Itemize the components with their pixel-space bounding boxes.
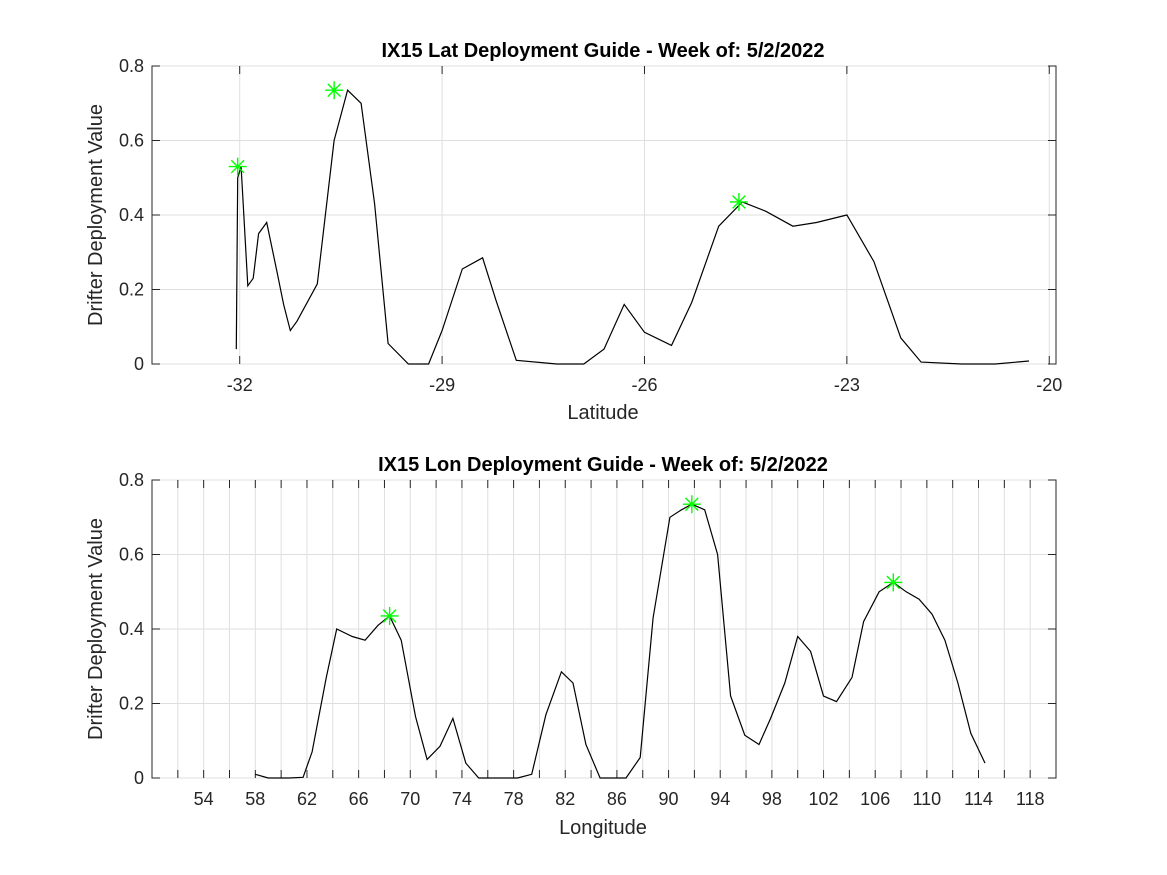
peak-marker-stroke	[684, 497, 699, 512]
x-tick-label: 106	[860, 789, 890, 809]
x-tick-label: 102	[809, 789, 839, 809]
lat-deployment-chart: IX15 Lat Deployment Guide - Week of: 5/2…	[85, 40, 1062, 424]
peak-marker-stroke	[732, 195, 746, 209]
x-tick-label: 114	[964, 789, 993, 809]
y-tick-label: 0.4	[119, 619, 144, 639]
series-line	[255, 503, 986, 779]
peak-marker-stroke	[382, 609, 397, 623]
x-tick-label: 98	[762, 789, 782, 809]
y-tick-label: 0.8	[119, 56, 144, 76]
grid-lines	[152, 479, 1056, 779]
chart-title: IX15 Lon Deployment Guide - Week of: 5/2…	[378, 454, 828, 476]
x-tick-labels: 54 58 62 66 70 74 78 82 86 90 94 98 102 106 110 114 118	[194, 789, 1045, 809]
x-tick-label: 66	[349, 789, 369, 809]
tick-marks	[152, 65, 1056, 365]
x-tick-label: -23	[834, 375, 860, 395]
x-tick-label: 86	[607, 789, 627, 809]
grid-lines	[152, 65, 1056, 365]
peak-marker	[884, 573, 903, 592]
y-tick-label: 0.2	[119, 694, 144, 714]
peak-marker	[325, 81, 344, 100]
x-tick-label: -32	[227, 375, 253, 395]
peak-markers	[380, 495, 903, 625]
y-tick-label: 0.8	[119, 470, 144, 490]
x-tick-label: 70	[400, 789, 420, 809]
y-tick-label: 0.4	[119, 205, 144, 225]
x-tick-label: 62	[297, 789, 317, 809]
series-group	[255, 503, 986, 779]
series-line	[235, 89, 1030, 365]
peak-marker-stroke	[327, 83, 342, 98]
peak-marker	[228, 157, 247, 176]
x-tick-label: 118	[1016, 789, 1045, 809]
x-tick-label: 82	[555, 789, 575, 809]
y-axis-label: Drifter Deployment Value	[85, 518, 107, 740]
x-tick-label: 78	[504, 789, 524, 809]
x-axis-label: Longitude	[559, 817, 647, 839]
y-tick-label: 0.6	[119, 545, 144, 565]
x-tick-label: 58	[245, 789, 265, 809]
series-group	[235, 89, 1030, 365]
peak-marker-stroke	[230, 159, 245, 174]
x-axis-label: Latitude	[567, 402, 638, 424]
y-tick-label: 0.6	[119, 131, 144, 151]
x-tick-label: -26	[631, 375, 657, 395]
x-tick-label: 90	[659, 789, 679, 809]
peak-marker	[380, 606, 399, 625]
y-tick-labels: 0 0.2 0.4 0.6 0.8	[119, 470, 144, 788]
x-tick-labels: -32 -29 -26 -23 -20	[227, 375, 1063, 395]
peak-markers	[228, 81, 748, 211]
y-axis-label: Drifter Deployment Value	[85, 104, 107, 326]
peak-marker	[682, 495, 701, 514]
y-tick-label: 0	[134, 354, 144, 374]
x-tick-label: 94	[710, 789, 730, 809]
peak-marker-stroke	[886, 575, 901, 590]
lon-deployment-chart: IX15 Lon Deployment Guide - Week of: 5/2…	[85, 454, 1057, 839]
y-tick-labels: 0 0.2 0.4 0.6 0.8	[119, 56, 144, 374]
x-tick-label: 54	[194, 789, 214, 809]
y-tick-label: 0	[134, 768, 144, 788]
x-tick-label: 110	[913, 789, 942, 809]
chart-title: IX15 Lat Deployment Guide - Week of: 5/2…	[381, 40, 824, 62]
x-tick-label: -29	[429, 375, 455, 395]
y-tick-label: 0.2	[119, 280, 144, 300]
x-tick-label: -20	[1036, 375, 1062, 395]
tick-marks	[152, 479, 1056, 779]
peak-marker	[729, 192, 748, 211]
x-tick-label: 74	[452, 789, 472, 809]
